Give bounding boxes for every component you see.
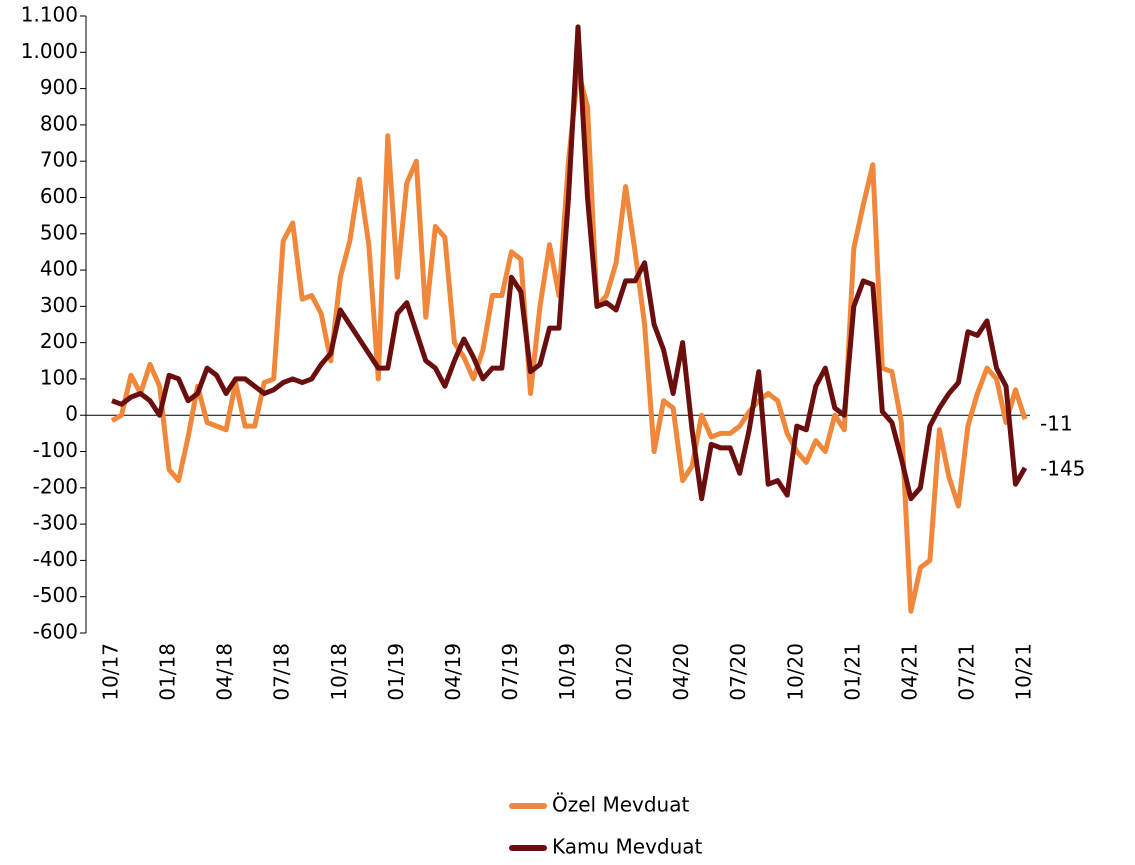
y-tick-label: -600	[33, 620, 78, 644]
x-tick-label: 04/21	[897, 643, 921, 701]
y-tick-label: -400	[33, 547, 78, 571]
y-tick-label: -100	[33, 438, 78, 462]
y-tick-label: 200	[40, 329, 78, 353]
series-line	[111, 24, 1028, 502]
y-tick-label: -500	[33, 583, 78, 607]
x-tick-label: 04/18	[213, 643, 237, 701]
x-tick-label: 01/19	[384, 643, 408, 701]
x-tick-label: 04/20	[669, 643, 693, 701]
y-tick-label: 600	[40, 184, 78, 208]
legend-label: Özel Mevduat	[552, 793, 689, 817]
end-label: -145	[1040, 456, 1085, 480]
y-tick-label: -200	[33, 474, 78, 498]
x-tick-label: 01/20	[612, 643, 636, 701]
x-tick-label: 01/18	[156, 643, 180, 701]
y-tick-label: 300	[40, 293, 78, 317]
x-tick-label: 07/21	[954, 643, 978, 701]
y-tick-label: -300	[33, 511, 78, 535]
x-tick-label: 10/17	[99, 643, 123, 701]
x-tick-label: 04/19	[441, 643, 465, 701]
y-tick-label: 900	[40, 75, 78, 99]
x-tick-label: 07/18	[270, 643, 294, 701]
end-label: -11	[1040, 412, 1073, 436]
y-tick-label: 800	[40, 111, 78, 135]
y-tick-label: 0	[65, 402, 78, 426]
x-tick-label: 10/19	[555, 643, 579, 701]
y-tick-label: 500	[40, 220, 78, 244]
x-tick-label: 07/19	[498, 643, 522, 701]
series-line	[110, 67, 1028, 614]
x-tick-label: 10/20	[783, 643, 807, 701]
y-tick-label: 1.100	[21, 3, 78, 27]
y-tick-label: 700	[40, 148, 78, 172]
y-tick-label: 100	[40, 365, 78, 389]
x-tick-label: 10/18	[327, 643, 351, 701]
y-tick-label: 400	[40, 257, 78, 281]
x-tick-label: 07/20	[726, 643, 750, 701]
x-tick-label: 10/21	[1012, 643, 1036, 701]
x-tick-label: 01/21	[840, 643, 864, 701]
y-tick-label: 1.000	[21, 39, 78, 63]
legend-label: Kamu Mevduat	[552, 835, 703, 859]
